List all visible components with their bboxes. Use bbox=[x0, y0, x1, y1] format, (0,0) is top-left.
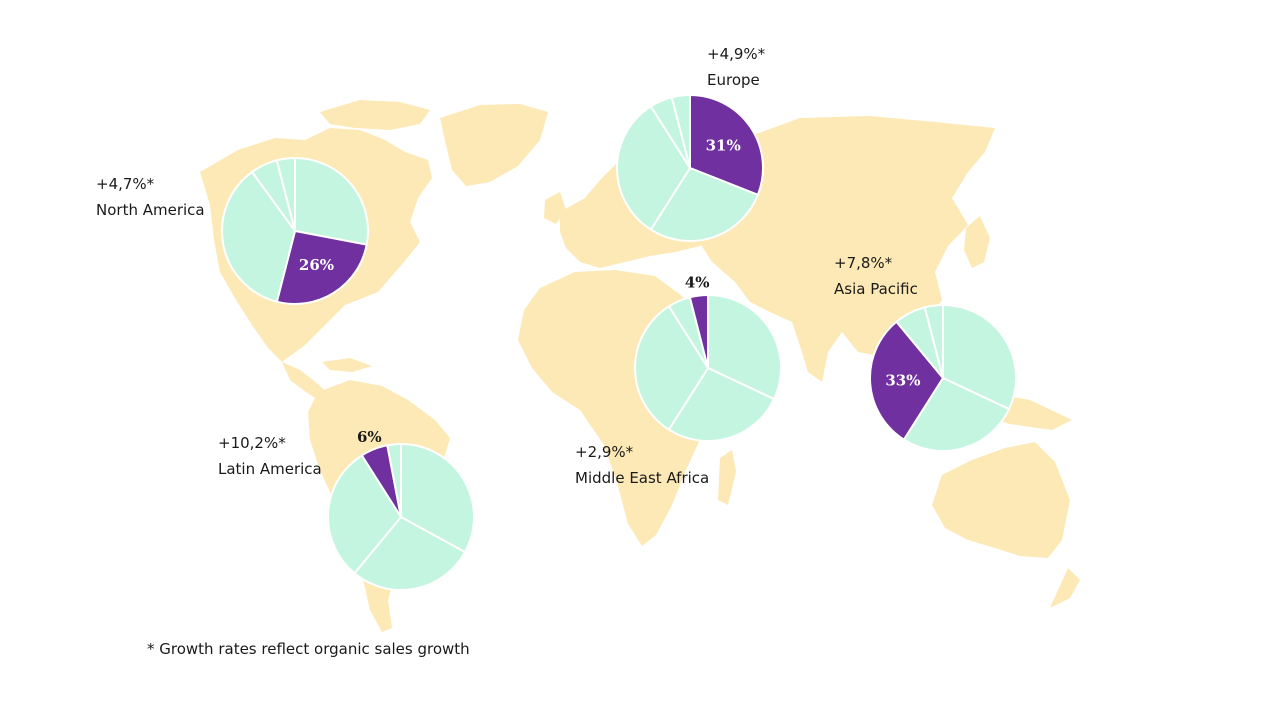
pie-label-middle-east-africa: 4% bbox=[685, 274, 710, 292]
region-name-latin-america: Latin America bbox=[218, 460, 322, 478]
pie-label-europe: 31% bbox=[706, 136, 741, 154]
pie-slice-middle-east-africa-0 bbox=[707, 293, 782, 401]
growth-asia-pacific: +7,8%* bbox=[834, 254, 893, 272]
pie-slice-asia-pacific-1 bbox=[902, 376, 1011, 453]
region-name-middle-east-africa: Middle East Africa bbox=[575, 469, 710, 487]
pie-slice-latin-america-2 bbox=[327, 453, 403, 575]
pie-slice-middle-east-africa-2 bbox=[634, 304, 710, 432]
pie-charts: 26% 31% 33% 4% 6% bbox=[220, 93, 1017, 591]
land-new-zealand bbox=[1050, 568, 1080, 608]
land-australia bbox=[932, 442, 1070, 558]
label-asia-pacific: +7,8%* Asia Pacific bbox=[834, 250, 918, 302]
land-uk bbox=[544, 192, 566, 224]
growth-europe: +4,9%* bbox=[707, 45, 766, 63]
pie-slice-middle-east-africa-1 bbox=[667, 366, 776, 443]
pie-europe: 31% bbox=[616, 93, 764, 242]
pie-middle-east-africa: 4% bbox=[634, 274, 782, 443]
pie-slice-north-america-1 bbox=[275, 229, 368, 305]
pie-slice-north-america-2 bbox=[220, 170, 297, 303]
pie-label-asia-pacific: 33% bbox=[885, 372, 920, 390]
pie-slice-asia-pacific-4 bbox=[923, 303, 944, 379]
region-name-asia-pacific: Asia Pacific bbox=[834, 280, 918, 298]
pie-asia-pacific: 33% bbox=[869, 303, 1017, 453]
growth-north-america: +4,7%* bbox=[96, 175, 155, 193]
label-europe: +4,9%* Europe bbox=[707, 41, 765, 93]
growth-latin-america: +10,2%* bbox=[218, 434, 286, 452]
pie-slice-north-america-4 bbox=[275, 156, 296, 232]
pie-slice-europe-0 bbox=[689, 93, 764, 197]
pie-slice-latin-america-0 bbox=[400, 442, 475, 554]
region-name-europe: Europe bbox=[707, 71, 760, 89]
land-caribbean bbox=[322, 358, 372, 372]
pie-slice-north-america-0 bbox=[294, 156, 370, 246]
land-greenland bbox=[440, 104, 548, 186]
label-north-america: +4,7%* North America bbox=[96, 171, 205, 223]
land-arctic-islands bbox=[320, 100, 430, 130]
pie-slice-europe-1 bbox=[649, 166, 760, 242]
pie-slice-europe-4 bbox=[670, 93, 691, 169]
pie-latin-america: 6% bbox=[327, 428, 475, 591]
land-japan bbox=[964, 216, 990, 268]
pie-slice-latin-america-1 bbox=[353, 515, 467, 591]
pie-label-latin-america: 6% bbox=[357, 428, 382, 446]
label-middle-east-africa: +2,9%* Middle East Africa bbox=[575, 439, 709, 491]
region-name-north-america: North America bbox=[96, 201, 205, 219]
growth-middle-east-africa: +2,9%* bbox=[575, 443, 634, 461]
pie-slice-asia-pacific-0 bbox=[942, 303, 1017, 411]
pie-label-north-america: 26% bbox=[299, 256, 334, 274]
label-latin-america: +10,2%* Latin America bbox=[218, 430, 322, 482]
pie-slice-europe-2 bbox=[616, 104, 692, 232]
pie-slice-asia-pacific-2 bbox=[869, 320, 945, 442]
land-madagascar bbox=[718, 450, 736, 505]
pie-slice-latin-america-4 bbox=[386, 442, 402, 518]
pie-north-america: 26% bbox=[220, 156, 370, 305]
pie-slice-middle-east-africa-4 bbox=[688, 293, 709, 369]
footnote: * Growth rates reflect organic sales gro… bbox=[147, 640, 470, 658]
